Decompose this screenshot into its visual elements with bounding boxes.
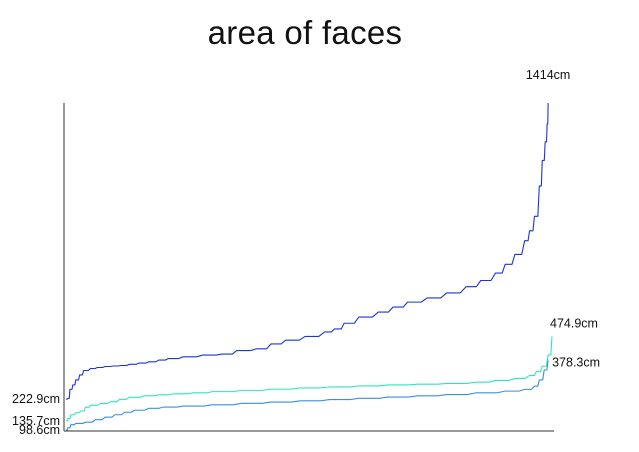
- series-line-2: [66, 360, 549, 431]
- start-label-lower: 98.6cm: [19, 423, 60, 437]
- start-label-middle: 135.7cm: [12, 414, 60, 428]
- end-label-middle: 474.9cm: [550, 316, 598, 330]
- chart-title: area of faces: [207, 14, 403, 51]
- end-label-upper: 1414cm: [526, 68, 570, 82]
- series-layer: [66, 102, 553, 431]
- series-line-0: [66, 102, 549, 400]
- chart-axes: [63, 103, 554, 432]
- end-label-lower: 378.3cm: [552, 355, 600, 369]
- start-label-upper: 222.9cm: [12, 392, 60, 406]
- series-line-1: [66, 336, 553, 422]
- labels-layer: 222.9cm 1414cm 135.7cm 474.9cm 98.6cm 378.3cm: [12, 68, 600, 437]
